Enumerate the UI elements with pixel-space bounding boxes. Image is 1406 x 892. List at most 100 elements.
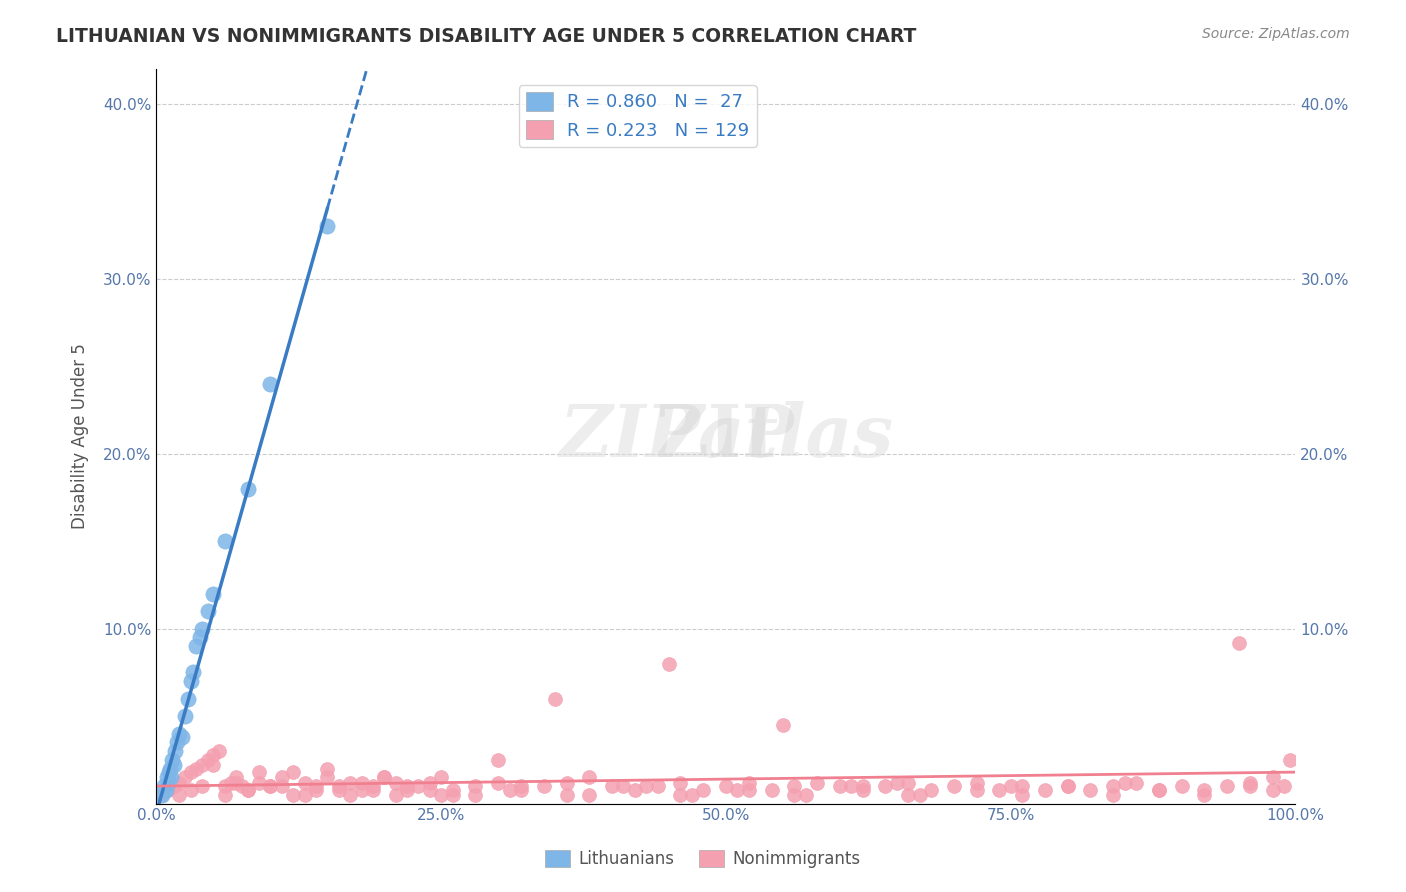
Point (1194, 788, 1216, 802)
Point (316, 770, 339, 784)
Point (441, 788, 464, 802)
Point (555, 788, 578, 802)
Point (794, 788, 817, 802)
Point (486, 775, 509, 789)
Point (430, 788, 453, 802)
Legend: Lithuanians, Nonimmigrants: Lithuanians, Nonimmigrants (538, 843, 868, 875)
Text: ZIPatlas: ZIPatlas (560, 401, 893, 472)
Point (1261, 782, 1284, 797)
Point (219, 775, 242, 789)
Point (270, 779, 292, 793)
Point (1114, 775, 1136, 789)
Point (169, 775, 191, 789)
Point (1272, 779, 1295, 793)
Point (464, 788, 486, 802)
Point (1033, 782, 1056, 797)
Point (886, 775, 908, 789)
Point (1147, 782, 1170, 797)
Point (600, 779, 623, 793)
Text: Source: ZipAtlas.com: Source: ZipAtlas.com (1202, 27, 1350, 41)
Point (339, 775, 361, 789)
Point (191, 758, 214, 772)
Point (1239, 775, 1261, 789)
Point (658, 657, 681, 671)
Point (441, 782, 464, 797)
Point (533, 779, 555, 793)
Point (236, 782, 259, 797)
Point (166, 735, 188, 749)
Point (270, 770, 292, 784)
Point (328, 782, 350, 797)
Point (350, 775, 373, 789)
Point (772, 718, 794, 732)
Point (544, 691, 567, 706)
Y-axis label: Disability Age Under 5: Disability Age Under 5 (72, 343, 89, 529)
Point (908, 788, 931, 802)
Point (197, 604, 219, 618)
Point (181, 665, 204, 680)
Point (169, 788, 191, 802)
Point (1125, 775, 1147, 789)
Point (208, 744, 231, 758)
Point (162, 753, 184, 767)
Point (839, 779, 862, 793)
Point (966, 782, 988, 797)
Point (169, 726, 191, 740)
Point (430, 770, 453, 784)
Point (259, 779, 281, 793)
Point (225, 775, 247, 789)
Point (1011, 779, 1033, 793)
Point (214, 534, 236, 549)
Point (160, 770, 183, 784)
Point (305, 779, 328, 793)
Point (236, 482, 259, 496)
Point (339, 788, 361, 802)
Point (202, 747, 225, 762)
Point (612, 779, 634, 793)
Point (1239, 779, 1261, 793)
Point (247, 775, 270, 789)
Point (510, 779, 533, 793)
Point (1102, 779, 1125, 793)
Point (624, 782, 647, 797)
Point (156, 770, 179, 784)
Point (157, 765, 180, 780)
Point (214, 788, 236, 802)
Point (373, 770, 395, 784)
Point (316, 762, 339, 776)
Point (1261, 770, 1284, 784)
Point (156, 782, 179, 797)
Point (1011, 788, 1033, 802)
Point (396, 782, 419, 797)
Point (231, 779, 253, 793)
Point (186, 762, 208, 776)
Point (636, 779, 658, 793)
Point (384, 775, 406, 789)
Point (191, 779, 214, 793)
Point (294, 775, 316, 789)
Point (283, 765, 305, 780)
Point (180, 782, 202, 797)
Point (259, 779, 281, 793)
Point (897, 788, 920, 802)
Point (806, 775, 828, 789)
Point (1216, 779, 1239, 793)
Point (419, 775, 441, 789)
Point (214, 779, 236, 793)
Point (942, 779, 965, 793)
Point (1194, 782, 1216, 797)
Point (1080, 782, 1102, 797)
Point (783, 779, 806, 793)
Point (350, 782, 373, 797)
Point (498, 782, 520, 797)
Point (966, 775, 988, 789)
Point (828, 779, 851, 793)
Point (1000, 779, 1022, 793)
Point (170, 730, 193, 744)
Point (875, 779, 897, 793)
Point (647, 779, 669, 793)
Point (316, 219, 339, 233)
Point (669, 775, 692, 789)
Point (408, 779, 430, 793)
Point (283, 788, 305, 802)
